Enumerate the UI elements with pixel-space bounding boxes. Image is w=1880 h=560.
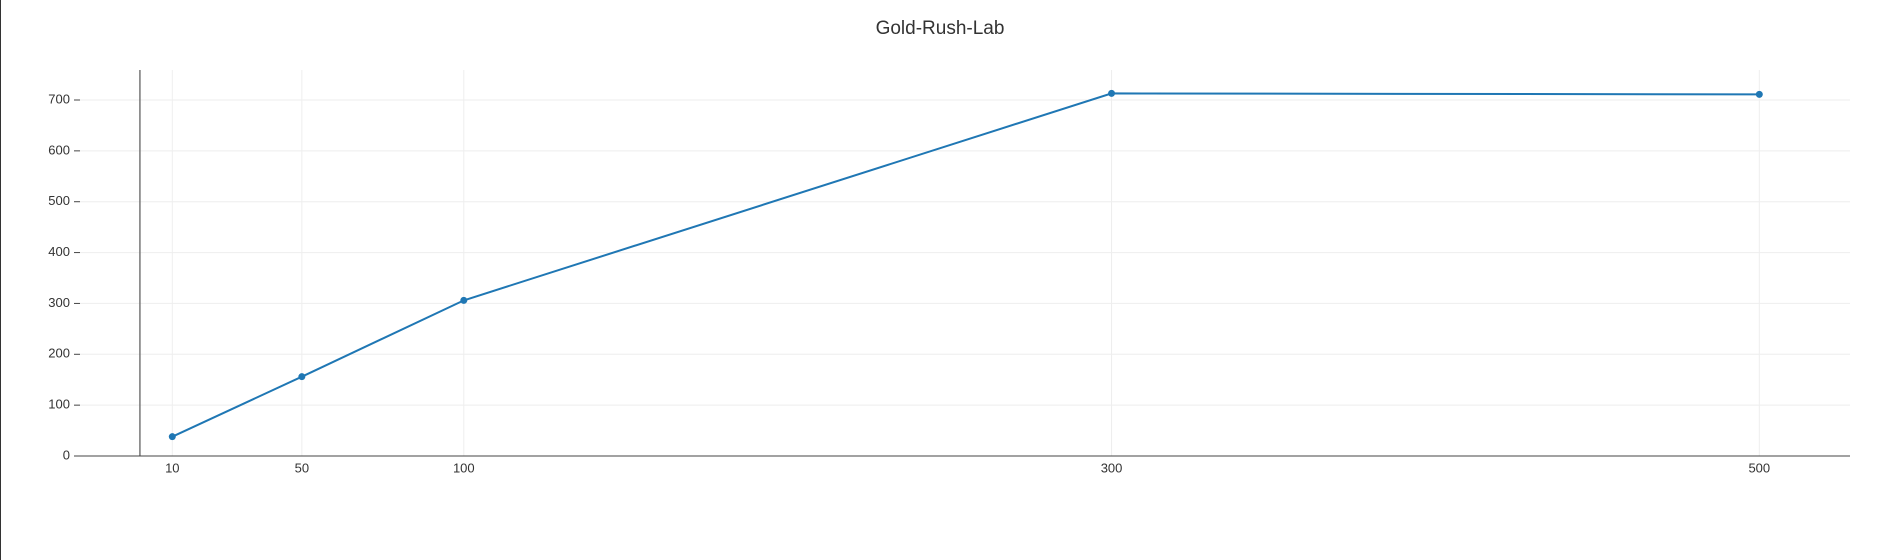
y-tick-label: 100 <box>48 397 70 412</box>
data-point <box>1755 90 1763 98</box>
y-tick-label: 200 <box>48 346 70 361</box>
y-tick-label: 0 <box>63 447 70 462</box>
x-tick-label: 50 <box>295 460 309 475</box>
data-point <box>1108 89 1116 97</box>
x-tick-label: 10 <box>165 460 179 475</box>
line-series <box>171 92 1760 438</box>
data-point <box>460 296 468 304</box>
x-tick-label: 500 <box>1748 460 1770 475</box>
y-tick-label: 500 <box>48 193 70 208</box>
chart-title: Gold-Rush-Lab <box>876 18 1005 39</box>
y-tick-label: 600 <box>48 142 70 157</box>
data-point <box>298 373 306 381</box>
y-tick-label: 400 <box>48 244 70 259</box>
data-point <box>168 433 176 441</box>
x-tick-label: 300 <box>1101 460 1123 475</box>
y-tick-label: 700 <box>48 91 70 106</box>
y-tick-label: 300 <box>48 295 70 310</box>
x-tick-label: 100 <box>453 460 475 475</box>
